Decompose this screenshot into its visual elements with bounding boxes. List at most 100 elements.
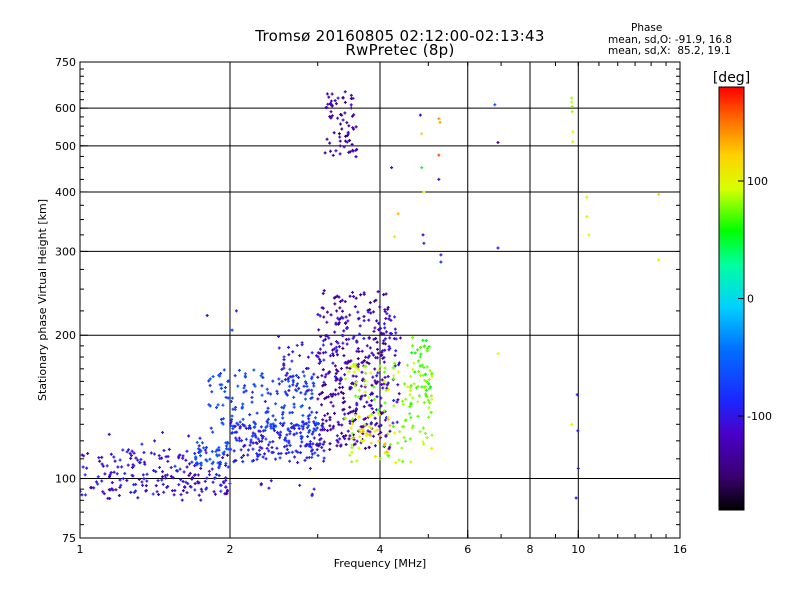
- data-point: [261, 455, 265, 459]
- data-point: [306, 355, 310, 359]
- data-point: [322, 380, 326, 384]
- data-point: [337, 132, 341, 136]
- data-point: [423, 372, 427, 376]
- data-point: [185, 449, 189, 453]
- data-point: [313, 416, 317, 420]
- data-point: [381, 386, 385, 390]
- data-point: [265, 387, 269, 391]
- data-point: [375, 356, 379, 360]
- data-point: [333, 99, 337, 103]
- data-point: [493, 103, 497, 107]
- data-point: [341, 309, 345, 313]
- data-point: [324, 334, 328, 338]
- data-point: [310, 351, 314, 355]
- data-point: [364, 371, 368, 375]
- data-point: [575, 393, 579, 397]
- data-point: [363, 446, 367, 450]
- data-point: [281, 424, 285, 428]
- data-point: [320, 306, 324, 310]
- data-point: [327, 371, 331, 375]
- data-point: [204, 451, 208, 455]
- data-point: [375, 374, 379, 378]
- data-point: [342, 145, 346, 149]
- data-point: [189, 485, 193, 489]
- data-point: [386, 307, 390, 311]
- data-point: [310, 392, 314, 396]
- data-point: [301, 370, 305, 374]
- data-point: [118, 458, 122, 462]
- data-point: [179, 478, 183, 482]
- data-point: [391, 421, 395, 425]
- data-point: [421, 233, 425, 237]
- data-point: [265, 446, 269, 450]
- data-point: [256, 437, 260, 441]
- data-point: [316, 397, 320, 401]
- data-point: [283, 390, 287, 394]
- data-point: [222, 368, 226, 372]
- data-point: [329, 342, 333, 346]
- data-point: [394, 461, 398, 465]
- data-point: [570, 96, 574, 100]
- data-point: [280, 412, 284, 416]
- data-point: [389, 442, 393, 446]
- data-point: [291, 378, 295, 382]
- data-point: [350, 450, 354, 454]
- data-point: [318, 351, 322, 355]
- data-point: [154, 484, 158, 488]
- data-point: [312, 420, 316, 424]
- data-point: [361, 430, 365, 434]
- data-point: [355, 401, 359, 405]
- data-point: [329, 400, 333, 404]
- data-point: [328, 424, 332, 428]
- data-point: [363, 390, 367, 394]
- data-point: [410, 344, 414, 348]
- data-point: [418, 364, 422, 368]
- data-point: [203, 448, 207, 452]
- data-point: [257, 448, 261, 452]
- data-point: [291, 350, 295, 354]
- data-point: [333, 302, 337, 306]
- data-point: [311, 430, 315, 434]
- data-point: [303, 392, 307, 396]
- data-point: [341, 96, 345, 99]
- data-point: [255, 452, 259, 456]
- data-point: [346, 319, 350, 323]
- data-point: [341, 334, 345, 338]
- data-point: [243, 443, 247, 447]
- data-point: [299, 405, 303, 409]
- data-point: [369, 421, 373, 425]
- data-point: [368, 346, 372, 350]
- data-point: [375, 347, 379, 351]
- data-point: [226, 465, 230, 469]
- data-point: [657, 193, 661, 197]
- data-point: [345, 327, 349, 331]
- data-point: [370, 391, 374, 395]
- data-point: [343, 412, 347, 416]
- data-point: [392, 374, 396, 378]
- data-point: [149, 451, 153, 455]
- data-point: [348, 405, 352, 409]
- data-point: [302, 422, 306, 426]
- data-point: [379, 331, 383, 335]
- data-point: [389, 318, 393, 322]
- data-point: [132, 483, 136, 487]
- data-point: [369, 311, 373, 315]
- data-point: [328, 354, 332, 358]
- data-point: [379, 412, 383, 416]
- data-point: [307, 442, 311, 446]
- data-point: [335, 348, 339, 352]
- data-point: [279, 451, 283, 455]
- data-point: [181, 489, 185, 493]
- data-point: [347, 124, 351, 128]
- data-point: [244, 389, 248, 393]
- data-point: [324, 372, 328, 376]
- data-point: [128, 451, 132, 455]
- data-point: [210, 462, 214, 466]
- data-point: [340, 298, 344, 302]
- y-tick-label: 300: [55, 245, 76, 258]
- data-point: [224, 447, 228, 451]
- data-point: [379, 353, 383, 357]
- data-point: [336, 96, 340, 100]
- data-point: [287, 439, 291, 443]
